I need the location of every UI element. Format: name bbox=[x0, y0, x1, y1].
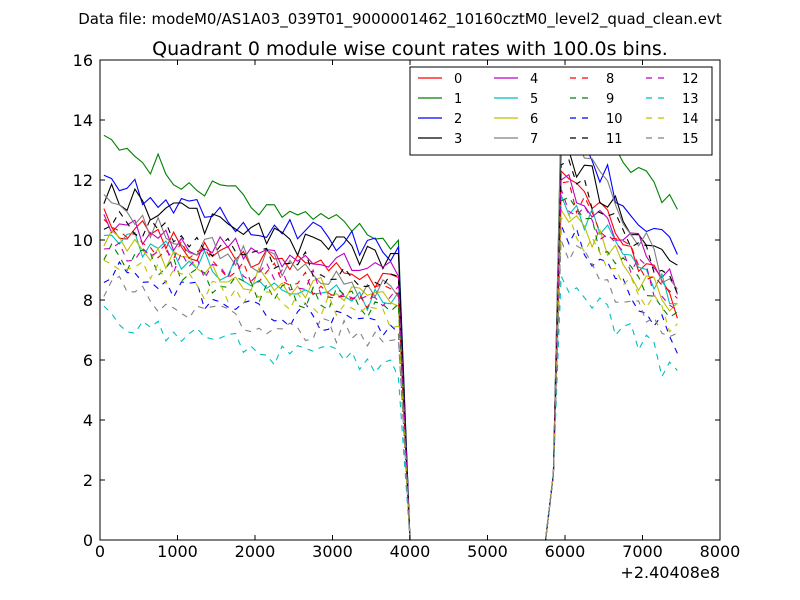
y-tick-label: 8 bbox=[83, 291, 93, 310]
y-tick-label: 2 bbox=[83, 471, 93, 490]
x-axis-offset: +2.40408e8 bbox=[620, 563, 720, 582]
series-layer bbox=[103, 108, 678, 541]
legend-label-11: 11 bbox=[606, 132, 623, 147]
legend-label-9: 9 bbox=[606, 92, 614, 107]
x-tick-label: 6000 bbox=[545, 542, 586, 561]
legend-label-3: 3 bbox=[454, 132, 462, 147]
x-tick-label: 4000 bbox=[390, 542, 431, 561]
axis-ticks: 0 1000 2000 3000 4000 5000 6000 7000 80000246810… bbox=[73, 51, 741, 561]
x-tick-label: 0 bbox=[95, 542, 105, 561]
series-line-13 bbox=[103, 275, 678, 541]
series-line-9 bbox=[103, 196, 678, 541]
legend-label-4: 4 bbox=[530, 72, 538, 87]
series-line-12 bbox=[103, 188, 678, 541]
legend-box bbox=[409, 66, 713, 156]
series-line-3 bbox=[103, 146, 678, 541]
legend-label-8: 8 bbox=[606, 72, 614, 87]
legend-label-5: 5 bbox=[530, 92, 538, 107]
series-line-15 bbox=[103, 239, 678, 541]
y-tick-label: 10 bbox=[73, 231, 93, 250]
x-tick-label: 3000 bbox=[312, 542, 353, 561]
y-tick-label: 12 bbox=[73, 171, 93, 190]
legend-label-14: 14 bbox=[682, 112, 699, 127]
legend-label-10: 10 bbox=[606, 112, 623, 127]
legend-label-1: 1 bbox=[454, 92, 462, 107]
legend-label-2: 2 bbox=[454, 112, 462, 127]
legend-label-6: 6 bbox=[530, 112, 538, 127]
x-tick-label: 5000 bbox=[467, 542, 508, 561]
chart-title: Quadrant 0 module wise count rates with … bbox=[152, 38, 668, 60]
y-tick-label: 4 bbox=[83, 411, 93, 430]
series-line-1 bbox=[103, 108, 678, 541]
legend-label-13: 13 bbox=[682, 92, 699, 107]
y-tick-label: 6 bbox=[83, 351, 93, 370]
x-tick-label: 2000 bbox=[235, 542, 276, 561]
series-line-0 bbox=[103, 169, 678, 541]
series-line-4 bbox=[103, 173, 678, 541]
y-tick-label: 0 bbox=[83, 531, 93, 550]
x-tick-label: 7000 bbox=[622, 542, 663, 561]
legend-label-7: 7 bbox=[530, 132, 538, 147]
legend-label-0: 0 bbox=[454, 72, 462, 87]
series-line-11 bbox=[103, 159, 678, 541]
series-line-6 bbox=[103, 208, 678, 541]
legend-label-12: 12 bbox=[682, 72, 699, 87]
legend-label-15: 15 bbox=[682, 132, 699, 147]
series-line-8 bbox=[103, 180, 678, 541]
figure-suptitle: Data file: modeM0/AS1A03_039T01_90000014… bbox=[78, 10, 722, 29]
series-line-14 bbox=[103, 213, 678, 541]
series-line-2 bbox=[103, 127, 678, 541]
y-tick-label: 14 bbox=[73, 111, 93, 130]
series-line-5 bbox=[103, 194, 678, 541]
series-line-10 bbox=[103, 224, 678, 541]
y-tick-label: 16 bbox=[73, 51, 93, 70]
series-line-7 bbox=[103, 116, 678, 541]
x-tick-label: 1000 bbox=[157, 542, 198, 561]
x-tick-label: 8000 bbox=[700, 542, 741, 561]
